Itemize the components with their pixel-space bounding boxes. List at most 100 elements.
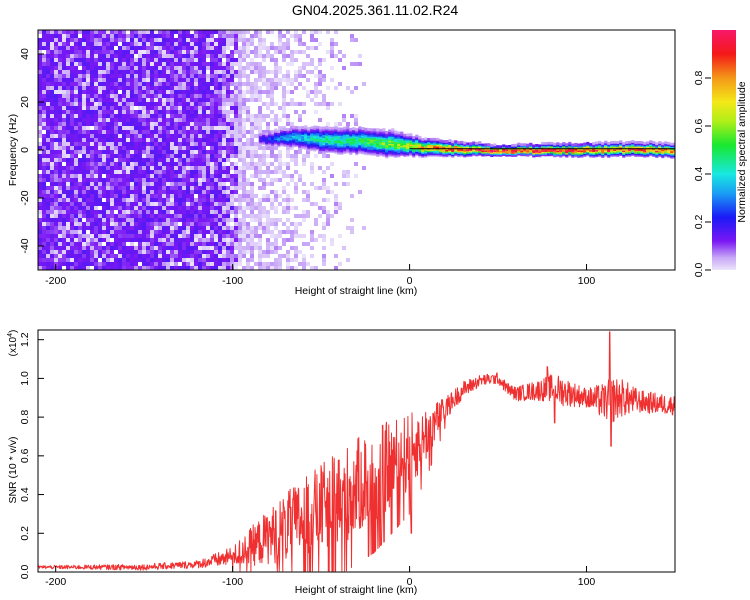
track-cell	[319, 146, 323, 150]
noise-cell	[62, 226, 66, 230]
noise-cell	[138, 114, 142, 118]
noise-cell	[46, 190, 50, 194]
noise-cell	[38, 174, 42, 178]
noise-cell	[242, 150, 246, 154]
noise-cell	[82, 194, 86, 198]
noise-cell	[38, 166, 42, 170]
noise-cell	[318, 30, 322, 34]
noise-cell	[94, 106, 98, 110]
noise-cell	[58, 34, 62, 38]
noise-cell	[254, 162, 258, 166]
noise-cell	[242, 174, 246, 178]
noise-cell	[206, 210, 210, 214]
noise-cell	[278, 218, 282, 222]
noise-cell	[78, 194, 82, 198]
noise-cell	[138, 142, 142, 146]
noise-cell	[198, 138, 202, 142]
noise-cell	[150, 186, 154, 190]
noise-cell	[62, 102, 66, 106]
noise-cell	[230, 106, 234, 110]
noise-cell	[102, 30, 106, 34]
track-cell	[358, 135, 362, 138]
noise-cell	[174, 254, 178, 258]
noise-cell	[350, 34, 354, 38]
noise-cell	[278, 166, 282, 170]
noise-cell	[250, 58, 254, 62]
noise-cell	[278, 258, 282, 262]
noise-cell	[126, 38, 130, 42]
noise-cell	[90, 158, 94, 162]
noise-cell	[190, 202, 194, 206]
noise-cell	[142, 70, 146, 74]
noise-cell	[278, 118, 282, 122]
noise-cell	[334, 202, 338, 206]
noise-cell	[54, 162, 58, 166]
noise-cell	[290, 98, 294, 102]
track-cell	[349, 140, 353, 144]
noise-cell	[146, 166, 150, 170]
noise-cell	[62, 198, 66, 202]
noise-cell	[70, 146, 74, 150]
noise-cell	[126, 254, 130, 258]
noise-cell	[166, 74, 170, 78]
noise-cell	[134, 138, 138, 142]
noise-cell	[202, 90, 206, 94]
noise-cell	[38, 230, 42, 234]
noise-cell	[218, 166, 222, 170]
noise-cell	[342, 118, 346, 122]
noise-cell	[330, 174, 334, 178]
noise-cell	[198, 198, 202, 202]
noise-cell	[70, 230, 74, 234]
noise-cell	[290, 62, 294, 66]
track-cell	[310, 127, 314, 131]
noise-cell	[202, 218, 206, 222]
noise-cell	[126, 122, 130, 126]
noise-cell	[42, 242, 46, 246]
noise-cell	[102, 202, 106, 206]
noise-cell	[202, 186, 206, 190]
noise-cell	[110, 242, 114, 246]
noise-cell	[114, 230, 118, 234]
noise-cell	[234, 90, 238, 94]
noise-cell	[38, 186, 42, 190]
noise-cell	[230, 102, 234, 106]
noise-cell	[98, 242, 102, 246]
noise-cell	[198, 246, 202, 250]
noise-cell	[130, 182, 134, 186]
noise-cell	[314, 154, 318, 158]
noise-cell	[94, 38, 98, 42]
noise-cell	[310, 62, 314, 66]
noise-cell	[218, 146, 222, 150]
noise-cell	[258, 262, 262, 266]
noise-cell	[86, 206, 90, 210]
noise-cell	[138, 186, 142, 190]
track-cell	[337, 127, 341, 131]
noise-cell	[50, 214, 54, 218]
noise-cell	[82, 110, 86, 114]
track-cell	[478, 152, 482, 156]
noise-cell	[222, 246, 226, 250]
noise-cell	[250, 66, 254, 70]
noise-cell	[202, 158, 206, 162]
noise-cell	[130, 34, 134, 38]
noise-cell	[42, 190, 46, 194]
noise-cell	[46, 166, 50, 170]
noise-cell	[206, 194, 210, 198]
noise-cell	[58, 174, 62, 178]
noise-cell	[210, 246, 214, 250]
noise-cell	[210, 86, 214, 90]
noise-cell	[238, 230, 242, 234]
noise-cell	[78, 30, 82, 34]
noise-cell	[318, 234, 322, 238]
noise-cell	[210, 170, 214, 174]
noise-cell	[274, 50, 278, 54]
noise-cell	[46, 226, 50, 230]
noise-cell	[102, 250, 106, 254]
noise-cell	[194, 186, 198, 190]
noise-cell	[130, 50, 134, 54]
noise-cell	[266, 238, 270, 242]
noise-cell	[162, 122, 166, 126]
noise-cell	[130, 162, 134, 166]
noise-cell	[154, 38, 158, 42]
noise-cell	[250, 82, 254, 86]
